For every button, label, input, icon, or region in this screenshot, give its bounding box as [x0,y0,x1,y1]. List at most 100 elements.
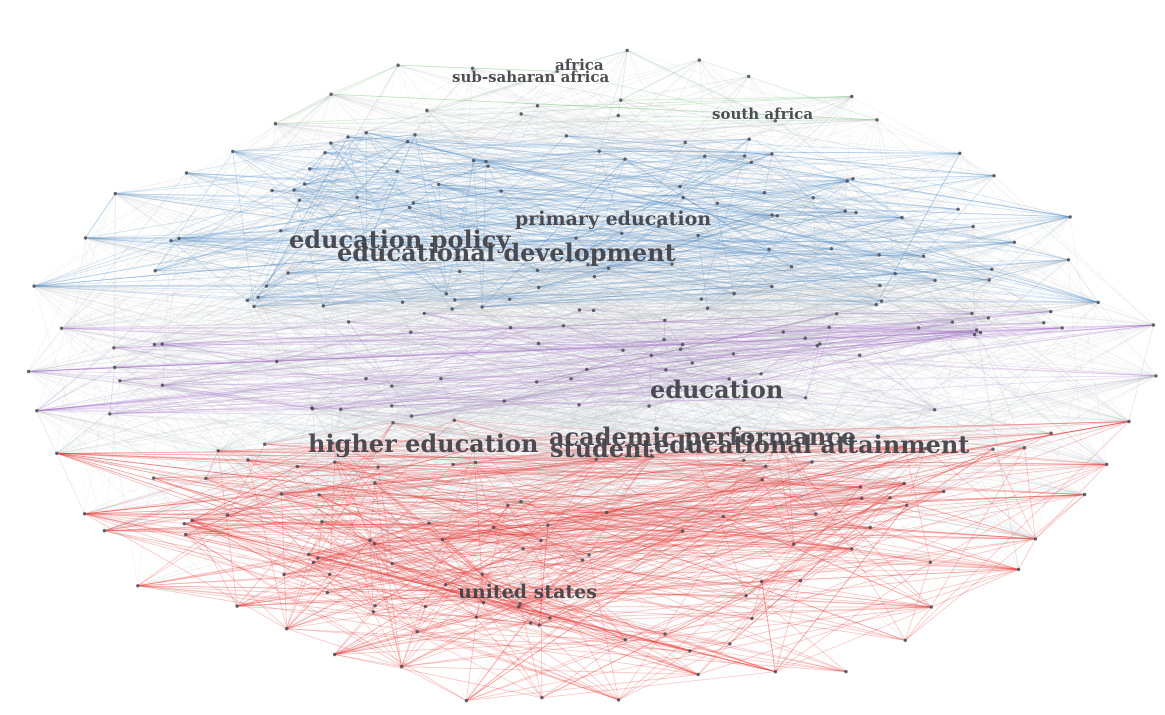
network-node[interactable] [182,522,186,526]
network-node[interactable] [286,271,290,275]
network-node[interactable] [621,348,625,352]
network-node[interactable] [742,458,746,462]
network-node[interactable] [921,254,926,258]
network-node[interactable] [770,152,774,156]
network-node[interactable] [528,621,533,625]
network-node[interactable] [297,198,301,202]
network-node[interactable] [868,525,872,530]
network-node[interactable] [451,462,455,467]
network-node[interactable] [427,521,431,525]
network-node[interactable] [519,112,523,116]
network-node[interactable] [492,525,496,530]
network-node[interactable] [437,182,441,187]
network-node[interactable] [536,341,541,346]
network-node[interactable] [585,367,589,372]
network-node[interactable] [773,670,778,674]
network-node[interactable] [992,174,996,178]
network-node[interactable] [422,311,426,316]
network-node[interactable] [555,69,559,74]
network-node[interactable] [252,304,256,309]
network-node[interactable] [443,583,448,587]
network-node[interactable] [26,369,31,374]
network-node[interactable] [923,446,928,451]
network-node[interactable] [858,353,862,357]
network-node[interactable] [680,342,685,347]
network-node[interactable] [325,590,330,595]
network-node[interactable] [548,616,552,620]
network-node[interactable] [190,518,194,523]
network-node[interactable] [781,330,785,334]
network-node[interactable] [1105,462,1109,467]
network-node[interactable] [204,476,208,481]
network-node[interactable] [850,547,854,551]
network-node[interactable] [355,195,359,200]
network-node[interactable] [457,255,461,259]
network-node[interactable] [409,414,414,418]
network-node[interactable] [916,326,921,330]
network-node[interactable] [942,489,946,494]
network-node[interactable] [764,464,768,468]
network-node[interactable] [577,403,581,407]
network-node[interactable] [390,404,394,408]
network-node[interactable] [339,407,343,411]
network-node[interactable] [744,594,748,598]
network-node[interactable] [444,292,448,296]
network-node[interactable] [279,229,283,233]
network-node[interactable] [568,259,572,263]
network-node[interactable] [798,579,803,583]
network-node[interactable] [1033,537,1038,541]
network-node[interactable] [184,171,189,175]
network-node[interactable] [245,298,250,302]
network-node[interactable] [376,465,380,469]
network-node[interactable] [160,342,164,346]
network-node[interactable] [591,308,596,313]
network-node[interactable] [623,638,628,642]
network-node[interactable] [521,547,525,551]
network-node[interactable] [546,523,550,527]
network-node[interactable] [508,297,512,301]
network-node[interactable] [364,246,369,250]
network-node[interactable] [743,154,747,158]
network-node[interactable] [703,154,707,158]
network-node[interactable] [643,442,647,446]
network-node[interactable] [391,421,395,425]
network-node[interactable] [474,615,478,619]
network-node[interactable] [458,269,462,274]
network-node[interactable] [928,560,933,564]
network-node[interactable] [773,119,777,123]
network-node[interactable] [535,104,540,108]
network-node[interactable] [464,698,469,703]
network-node[interactable] [825,432,829,436]
network-node[interactable] [649,353,653,358]
network-node[interactable] [1022,446,1027,450]
network-node[interactable] [423,604,428,609]
network-node[interactable] [1012,240,1017,244]
network-node[interactable] [362,238,367,242]
network-node[interactable] [875,118,879,122]
network-node[interactable] [810,460,814,464]
network-node[interactable] [971,224,975,229]
network-node[interactable] [760,579,764,584]
network-node[interactable] [803,336,807,340]
network-node[interactable] [902,481,906,486]
network-node[interactable] [750,616,754,621]
network-node[interactable] [1016,567,1021,572]
network-node[interactable] [574,236,578,240]
network-node[interactable] [958,151,962,155]
network-node[interactable] [792,542,796,546]
network-node[interactable] [169,239,173,243]
network-node[interactable] [256,295,260,299]
network-node[interactable] [650,455,655,459]
network-node[interactable] [160,383,165,387]
network-node[interactable] [657,224,661,228]
network-node[interactable] [409,330,413,334]
network-node[interactable] [316,556,320,560]
network-node[interactable] [605,510,609,515]
network-node[interactable] [364,131,368,135]
network-node[interactable] [59,326,64,330]
network-node[interactable] [715,201,719,205]
network-node[interactable] [539,538,543,543]
network-node[interactable] [480,572,484,576]
network-node[interactable] [372,542,376,546]
network-node[interactable] [517,605,521,609]
